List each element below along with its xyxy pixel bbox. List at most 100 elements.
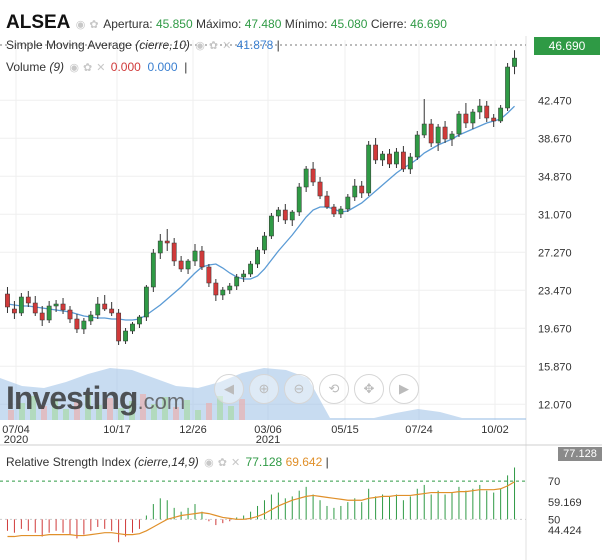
candle bbox=[387, 149, 392, 168]
last-price-tag: 46.690 bbox=[534, 37, 600, 55]
close-icon[interactable]: ✕ bbox=[222, 40, 232, 52]
eye-icon[interactable]: ◉ bbox=[204, 457, 214, 469]
candle-body-up bbox=[192, 250, 198, 262]
candle-body-up bbox=[130, 323, 135, 332]
candle bbox=[157, 234, 163, 259]
rsi-value: 77.128 bbox=[245, 455, 283, 469]
volume-bar bbox=[107, 398, 113, 420]
candle-body-up bbox=[81, 320, 87, 330]
volume-bar bbox=[96, 405, 102, 420]
candle bbox=[484, 101, 490, 122]
x-tick-label: 10/02 bbox=[481, 424, 509, 436]
candle bbox=[296, 183, 302, 216]
candle bbox=[18, 293, 24, 316]
volume-legend: Volume (9) ◉ ✿ ✕ 0.000 0.000 | bbox=[6, 60, 187, 74]
close-icon[interactable]: ✕ bbox=[96, 62, 106, 74]
candle bbox=[213, 279, 219, 301]
volume-bar bbox=[19, 403, 25, 420]
candle-body-up bbox=[255, 249, 260, 265]
candle bbox=[282, 204, 288, 224]
candle bbox=[366, 141, 372, 196]
candle-body-up bbox=[498, 107, 504, 122]
eye-icon[interactable]: ◉ bbox=[195, 40, 205, 52]
candle-body-up bbox=[338, 208, 344, 215]
candle bbox=[449, 131, 455, 146]
candle-body-up bbox=[220, 289, 226, 296]
candle-body-up bbox=[18, 296, 24, 314]
candle-body-up bbox=[394, 151, 399, 165]
candle-body-up bbox=[414, 134, 420, 158]
candle-body-down bbox=[178, 260, 184, 270]
watermark-suffix: .com bbox=[137, 389, 186, 414]
candle bbox=[407, 153, 413, 174]
candle bbox=[352, 179, 358, 201]
rsi-tick-label: 44.424 bbox=[548, 525, 582, 537]
pan-right-icon[interactable]: ▶ bbox=[389, 374, 419, 404]
candle-body-down bbox=[331, 206, 337, 215]
candle bbox=[373, 138, 379, 164]
rsi-value-tag: 77.128 bbox=[558, 447, 602, 461]
zoom-in-icon[interactable]: ⊕ bbox=[249, 374, 279, 404]
ohlc-header: ALSEA ◉ ✿ Apertura: 45.850 Máximo: 47.480… bbox=[6, 12, 447, 34]
candle bbox=[206, 264, 212, 287]
candle-body-up bbox=[53, 303, 59, 307]
gear-icon[interactable]: ✿ bbox=[83, 62, 93, 74]
x-tick-label: 05/15 bbox=[331, 424, 359, 436]
x-tick-label: 03/06 bbox=[254, 424, 282, 436]
candle-body-up bbox=[449, 133, 455, 140]
candle bbox=[109, 302, 115, 316]
volume-bar bbox=[140, 394, 146, 420]
candle bbox=[185, 259, 191, 274]
candle bbox=[400, 146, 406, 172]
y-tick-label: 23.470 bbox=[538, 285, 572, 297]
candle-body-down bbox=[60, 303, 66, 311]
pan-left-icon[interactable]: ◀ bbox=[214, 374, 244, 404]
gear-icon[interactable]: ✿ bbox=[89, 19, 99, 31]
candle bbox=[137, 315, 142, 328]
rsi-signal-value: 69.642 bbox=[285, 455, 323, 469]
close-icon[interactable]: ✕ bbox=[230, 457, 241, 469]
watermark-main: Investing bbox=[6, 380, 138, 416]
eye-icon[interactable]: ◉ bbox=[69, 62, 79, 74]
zoom-reset-icon[interactable]: ⟲ bbox=[319, 374, 349, 404]
candle bbox=[303, 166, 309, 192]
candle bbox=[498, 105, 504, 123]
volume-bar bbox=[162, 397, 168, 420]
candle bbox=[262, 232, 267, 254]
gear-icon[interactable]: ✿ bbox=[208, 40, 219, 52]
sma-legend: Simple Moving Average (cierre,10) ◉ ✿ ✕ 41… bbox=[6, 38, 280, 52]
volume-bar bbox=[151, 404, 157, 420]
legend-divider: | bbox=[276, 38, 280, 52]
zoom-pan-icon[interactable]: ✥ bbox=[354, 374, 384, 404]
candle bbox=[331, 204, 337, 217]
candle-body-up bbox=[345, 196, 351, 210]
candle-body-down bbox=[442, 126, 448, 140]
volume-bar bbox=[85, 395, 91, 420]
candle bbox=[32, 296, 38, 316]
candle bbox=[477, 99, 483, 119]
gear-icon[interactable]: ✿ bbox=[217, 457, 227, 469]
candle-body-up bbox=[241, 273, 247, 278]
y-tick-label: 15.870 bbox=[538, 361, 572, 373]
candle-body-up bbox=[303, 168, 309, 188]
candle-body-down bbox=[206, 266, 212, 284]
high-value: 47.480 bbox=[244, 17, 282, 31]
candle bbox=[442, 121, 448, 143]
candle-body-down bbox=[164, 240, 170, 244]
candle-body-down bbox=[74, 318, 80, 330]
eye-icon[interactable]: ◉ bbox=[75, 19, 86, 31]
candle bbox=[512, 50, 517, 75]
candle bbox=[275, 207, 281, 222]
candle bbox=[394, 148, 399, 168]
zoom-out-icon[interactable]: ⊖ bbox=[284, 374, 314, 404]
x-tick-label: 12/26 bbox=[179, 424, 207, 436]
candle bbox=[178, 256, 184, 272]
candle-body-down bbox=[109, 308, 115, 314]
candle-body-up bbox=[421, 123, 427, 136]
rsi-tick-label: 50 bbox=[548, 514, 560, 526]
candle bbox=[123, 328, 128, 344]
candle-body-up bbox=[123, 330, 128, 342]
candle bbox=[324, 191, 330, 209]
